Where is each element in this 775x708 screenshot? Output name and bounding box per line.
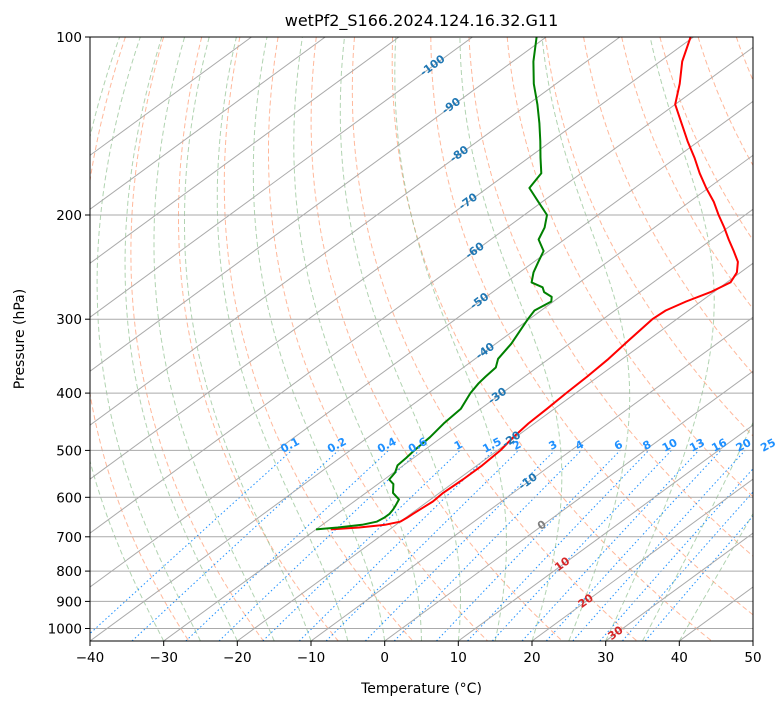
dry-adiabat xyxy=(178,37,339,641)
dry-adiabat xyxy=(268,37,488,641)
temperature-line xyxy=(330,37,739,531)
grid-lines xyxy=(90,37,753,641)
isotherm-line xyxy=(310,316,753,641)
isotherm-line xyxy=(90,100,753,588)
dry-adiabat xyxy=(697,37,753,167)
isotherm-line xyxy=(90,37,252,156)
x-axis: −40 −30 −20 −10 0 10 20 30 40 50 xyxy=(76,641,762,666)
moist-adiabat xyxy=(339,37,461,641)
x-tick-label: 0 xyxy=(380,650,389,666)
isotherm-line xyxy=(90,37,694,480)
moist-adiabat xyxy=(394,37,507,641)
mixing-ratio-line xyxy=(521,450,700,641)
dry-adiabat xyxy=(130,37,264,641)
mixing-ratio-line xyxy=(467,450,650,641)
x-tick-label: −20 xyxy=(223,650,252,666)
profile-lines xyxy=(315,37,739,531)
mixing-ratio-label: 25 xyxy=(758,436,775,455)
y-tick-label: 300 xyxy=(56,312,82,328)
mixing-ratio-label: 10 xyxy=(660,436,680,455)
isotherm-line xyxy=(458,424,753,641)
x-tick-label: 40 xyxy=(671,650,688,666)
isotherm-line xyxy=(90,37,400,264)
dry-adiabat xyxy=(351,37,638,641)
x-tick-label: 30 xyxy=(597,650,614,666)
mixing-ratio-line xyxy=(599,468,753,641)
y-axis: 100 200 300 400 500 600 700 800 900 1000 xyxy=(48,30,90,638)
x-tick-label: 10 xyxy=(450,650,467,666)
isotherm-line xyxy=(90,154,753,641)
x-tick-label: 50 xyxy=(744,650,761,666)
y-tick-label: 1000 xyxy=(48,622,82,638)
dry-adiabat xyxy=(310,37,563,641)
mixing-ratio-line xyxy=(298,450,495,641)
moist-adiabat xyxy=(124,37,238,641)
dry-adiabat xyxy=(223,37,414,641)
mixing-ratio-label: 16 xyxy=(709,436,729,455)
x-tick-label: −40 xyxy=(76,650,105,666)
dry-adiabat xyxy=(430,37,753,616)
mixing-ratio-line xyxy=(545,450,722,641)
moist-adiabat xyxy=(459,37,563,641)
dewpoint-line xyxy=(315,37,553,531)
y-tick-label: 500 xyxy=(56,443,82,459)
dry-adiabat xyxy=(544,37,753,437)
moist-adiabat xyxy=(216,37,349,641)
isotherm-line xyxy=(605,532,753,641)
moist-adiabat xyxy=(605,37,715,641)
isotherm-line xyxy=(531,478,753,641)
dry-adiabat xyxy=(583,37,753,375)
mixing-ratio-line xyxy=(436,450,621,641)
plot-frame xyxy=(89,36,754,642)
mixing-ratio-label: 20 xyxy=(734,436,754,455)
moist-adiabat xyxy=(252,37,386,641)
isotherm-line xyxy=(384,370,753,641)
dry-adiabat xyxy=(659,37,753,242)
dry-adiabat xyxy=(506,37,753,498)
dry-adiabat xyxy=(391,37,713,641)
y-axis-label: Pressure (hPa) xyxy=(12,289,28,389)
dry-adiabat xyxy=(90,37,190,641)
y-tick-label: 600 xyxy=(56,490,82,506)
moist-adiabat xyxy=(293,37,422,641)
isotherm-line xyxy=(90,37,326,210)
isotherm-line xyxy=(90,37,473,318)
background-lines xyxy=(90,37,753,641)
moist-adiabat xyxy=(184,37,312,641)
moist-adiabat xyxy=(678,512,753,641)
x-tick-label: 20 xyxy=(523,650,540,666)
mixing-ratio-line xyxy=(325,450,519,641)
y-tick-label: 900 xyxy=(56,594,82,610)
y-tick-label: 400 xyxy=(56,386,82,402)
moist-adiabat xyxy=(96,37,201,641)
x-tick-label: −10 xyxy=(297,650,326,666)
y-tick-label: 100 xyxy=(56,30,82,46)
isotherm-line xyxy=(90,37,621,426)
isotherm-line xyxy=(90,46,753,534)
moist-adiabat xyxy=(153,37,275,641)
moist-adiabat xyxy=(541,37,631,641)
chart-title: wetPf2_S166.2024.124.16.32.G11 xyxy=(285,11,559,31)
moist-adiabat xyxy=(90,37,165,641)
y-tick-label: 700 xyxy=(56,530,82,546)
mixing-ratio-line xyxy=(364,450,556,641)
isotherm-line xyxy=(237,262,753,641)
isotherm-line xyxy=(90,37,547,372)
x-axis-label: Temperature (°C) xyxy=(360,681,482,697)
dry-adiabat xyxy=(621,37,753,310)
isotherm-line xyxy=(163,208,753,641)
y-tick-label: 200 xyxy=(56,208,82,224)
mixing-ratio-line xyxy=(218,450,420,641)
mixing-ratio-label: 13 xyxy=(687,436,707,455)
x-tick-label: −30 xyxy=(149,650,178,666)
dry-adiabat xyxy=(468,37,753,557)
mixing-ratio-line xyxy=(572,450,746,641)
y-tick-label: 800 xyxy=(56,564,82,580)
